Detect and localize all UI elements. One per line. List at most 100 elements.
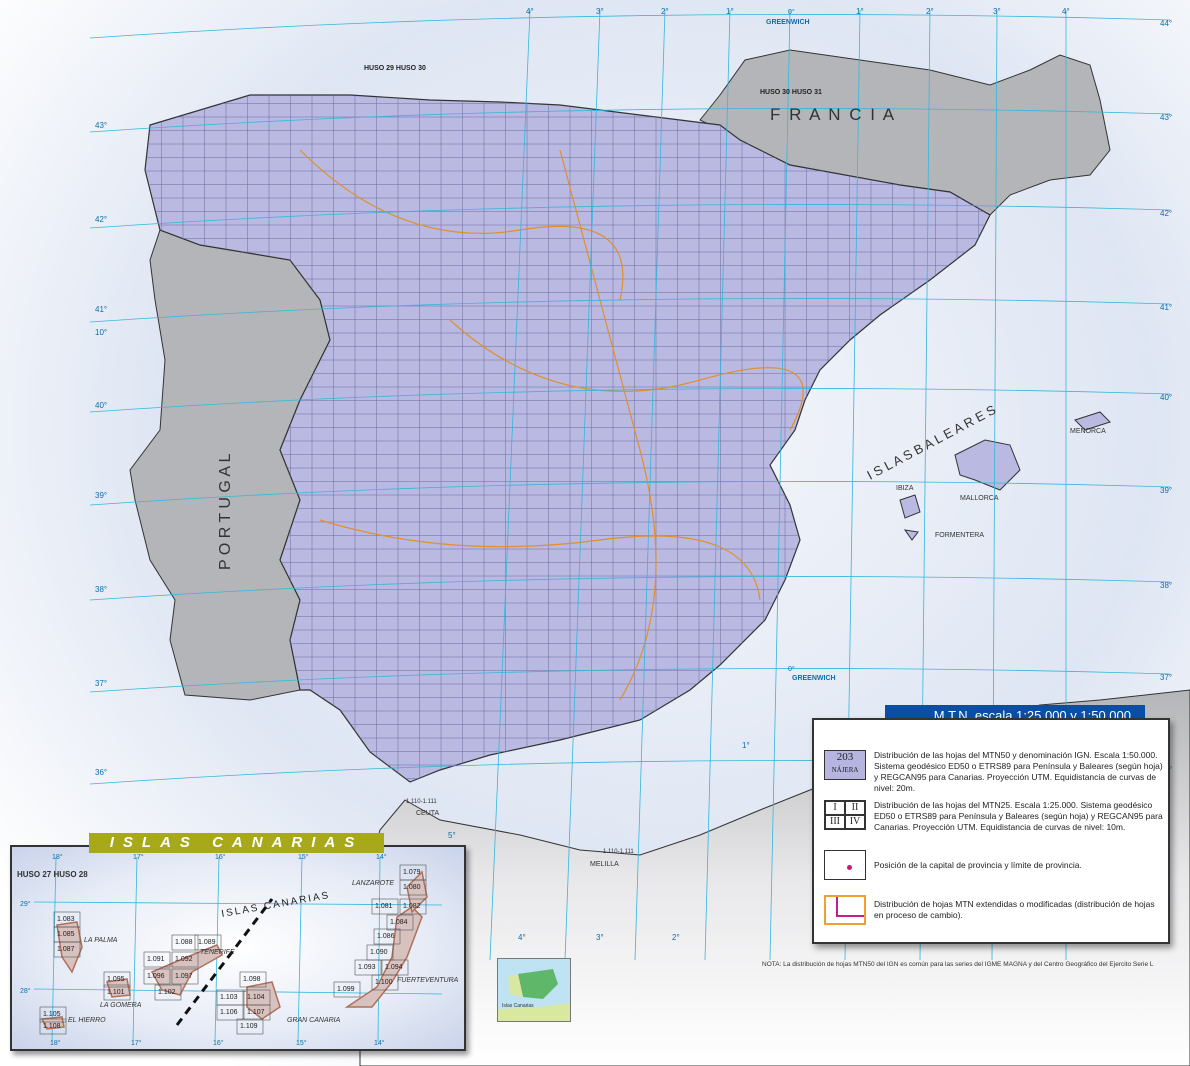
canarias-arc-label: ISLAS CANARIAS bbox=[221, 890, 332, 920]
canarias-sheet-box bbox=[239, 971, 267, 988]
mallorca-land bbox=[954, 439, 1021, 491]
longitude-label: 14° bbox=[376, 853, 387, 861]
canarias-longitudes: 18° 18° 17° 17° 16° 16° 15° 15° 14° 14° bbox=[50, 853, 387, 1047]
canarias-sheet-box bbox=[373, 928, 401, 945]
longitude-label: 1° bbox=[726, 7, 734, 16]
latitude-label: 41° bbox=[1160, 303, 1172, 312]
canarias-inset: HUSO 27 HUSO 28 ISLAS CANARIAS LA PALMA … bbox=[10, 845, 466, 1051]
quadrant: II bbox=[845, 801, 865, 815]
longitude-label: 3° bbox=[596, 7, 604, 16]
canarias-sheet-box bbox=[194, 934, 222, 951]
longitude-label: 16° bbox=[215, 853, 226, 861]
quadrant: IV bbox=[845, 815, 865, 829]
canarias-sheet-number: 1.094 bbox=[385, 964, 403, 971]
label-formentera: FORMENTERA bbox=[935, 532, 984, 539]
longitude-label: 14° bbox=[374, 1039, 385, 1047]
minimap-label: Islas Canarias bbox=[502, 1003, 534, 1009]
canarias-title: ISLAS CANARIAS bbox=[89, 833, 384, 853]
label-tenerife: TENERIFE bbox=[200, 949, 235, 956]
longitude-label: 2° bbox=[661, 7, 669, 16]
canarias-sheet-number: 1.091 bbox=[147, 956, 165, 963]
label-fuerteventura: FUERTEVENTURA bbox=[397, 977, 459, 984]
canarias-sheet-box bbox=[171, 951, 199, 968]
meridian-line bbox=[704, 9, 731, 961]
longitude-label: 4° bbox=[1062, 7, 1070, 16]
latitude-label: 37° bbox=[95, 679, 107, 688]
label-greenwich-top: GREENWICH bbox=[766, 19, 810, 26]
latitude-label: 38° bbox=[1160, 581, 1172, 590]
parallel-line bbox=[89, 668, 1171, 693]
canarias-sheet-box bbox=[216, 1004, 244, 1021]
canarias-sheet-number: 1.107 bbox=[247, 1009, 265, 1016]
canarias-sheet-box bbox=[399, 879, 427, 896]
province-boundary bbox=[319, 519, 761, 601]
meridian-line bbox=[634, 9, 666, 961]
longitude-label: 16° bbox=[213, 1039, 224, 1047]
canarias-sheet-box bbox=[53, 941, 81, 958]
label-france: F R A N C I A bbox=[770, 105, 896, 124]
canarias-sheet-number: 1.101 bbox=[107, 989, 125, 996]
latitude-label: 39° bbox=[1160, 486, 1172, 495]
province-boundary bbox=[449, 319, 804, 431]
label-la-gomera: LA GOMERA bbox=[100, 1002, 142, 1009]
parallel-line bbox=[89, 298, 1171, 323]
canarias-sheet-number: 1.099 bbox=[337, 986, 355, 993]
extended-sheet-symbol bbox=[824, 895, 866, 925]
canarias-sheet-number: 1.080 bbox=[403, 884, 421, 891]
canarias-sheet-number: 1.088 bbox=[175, 939, 193, 946]
label-gran-canaria: GRAN CANARIA bbox=[287, 1017, 341, 1024]
legend-text: Distribución de hojas MTN extendidas o m… bbox=[874, 899, 1155, 920]
parallel-line bbox=[89, 388, 1171, 413]
mtn25-symbol: I II III IV bbox=[824, 800, 866, 830]
quadrant: I bbox=[825, 801, 845, 815]
canarias-sheet-number: 1.089 bbox=[198, 939, 216, 946]
label-huso-east: HUSO 30 HUSO 31 bbox=[760, 89, 822, 96]
canarias-sheet-box bbox=[371, 898, 399, 915]
canarias-sheet-box bbox=[143, 968, 171, 985]
legend-text: Distribución de las hojas del MTN25. Esc… bbox=[874, 800, 1163, 832]
legend-item-extended: Distribución de hojas MTN extendidas o m… bbox=[824, 895, 1164, 925]
latitude-label: 10° bbox=[95, 328, 107, 337]
longitude-labels-top: 4° 3° 2° 1° 1° 2° 3° 4° bbox=[526, 7, 1070, 16]
parallel-line bbox=[89, 108, 1171, 133]
longitude-label: 18° bbox=[50, 1039, 61, 1047]
symbol-name: NÁJERA bbox=[831, 766, 859, 774]
longitude-label: 4° bbox=[526, 7, 534, 16]
latitude-label: 39° bbox=[95, 491, 107, 500]
canarias-sheet-box bbox=[154, 984, 182, 1001]
longitude-label: 2° bbox=[672, 933, 680, 942]
latitude-label: 42° bbox=[95, 215, 107, 224]
canarias-sheet-number: 1.103 bbox=[220, 994, 238, 1001]
legend-text: Posición de la capital de provincia y lí… bbox=[874, 860, 1082, 870]
canarias-sheet-box bbox=[171, 934, 199, 951]
canarias-sheet-number: 1.105 bbox=[43, 1011, 61, 1018]
province-boundary bbox=[299, 149, 624, 301]
canarias-sheet-number: 1.108 bbox=[43, 1023, 61, 1030]
symbol-number: 203 bbox=[836, 751, 854, 763]
longitude-label: 15° bbox=[298, 853, 309, 861]
latitude-label: 43° bbox=[95, 121, 107, 130]
formentera-land bbox=[903, 529, 919, 541]
ceuta-sheet: 1.110-1.111 bbox=[406, 799, 437, 805]
legend-item-mtn25: I II III IV Distribución de las hojas del M… bbox=[824, 800, 1164, 833]
latitude-label: 36° bbox=[95, 768, 107, 777]
canarias-sheet-box bbox=[236, 1018, 264, 1035]
canarias-sheet-number: 1.092 bbox=[175, 956, 193, 963]
label-ibiza: IBIZA bbox=[896, 485, 914, 492]
longitude-label: 4° bbox=[518, 933, 526, 942]
canarias-sheet-box bbox=[39, 1006, 67, 1023]
canarias-sheet-number: 1.085 bbox=[57, 931, 75, 938]
canarias-huso: HUSO 27 HUSO 28 bbox=[17, 870, 88, 879]
canarias-sheet-number: 1.093 bbox=[358, 964, 376, 971]
canarias-sheet-number: 1.081 bbox=[375, 903, 393, 910]
canarias-sheet-number: 1.079 bbox=[403, 869, 421, 876]
canarias-sheet-box bbox=[103, 971, 131, 988]
canarias-sheet-number: 1.082 bbox=[403, 903, 421, 910]
latitude-label: 40° bbox=[95, 401, 107, 410]
longitude-label: 2° bbox=[926, 7, 934, 16]
label-el-hierro: EL HIERRO bbox=[68, 1017, 106, 1024]
longitude-label: 3° bbox=[596, 933, 604, 942]
legend-text: Distribución de las hojas del MTN50 y de… bbox=[874, 750, 1163, 793]
capital-symbol bbox=[824, 850, 866, 880]
canarias-sheet-number: 1.109 bbox=[240, 1023, 258, 1030]
